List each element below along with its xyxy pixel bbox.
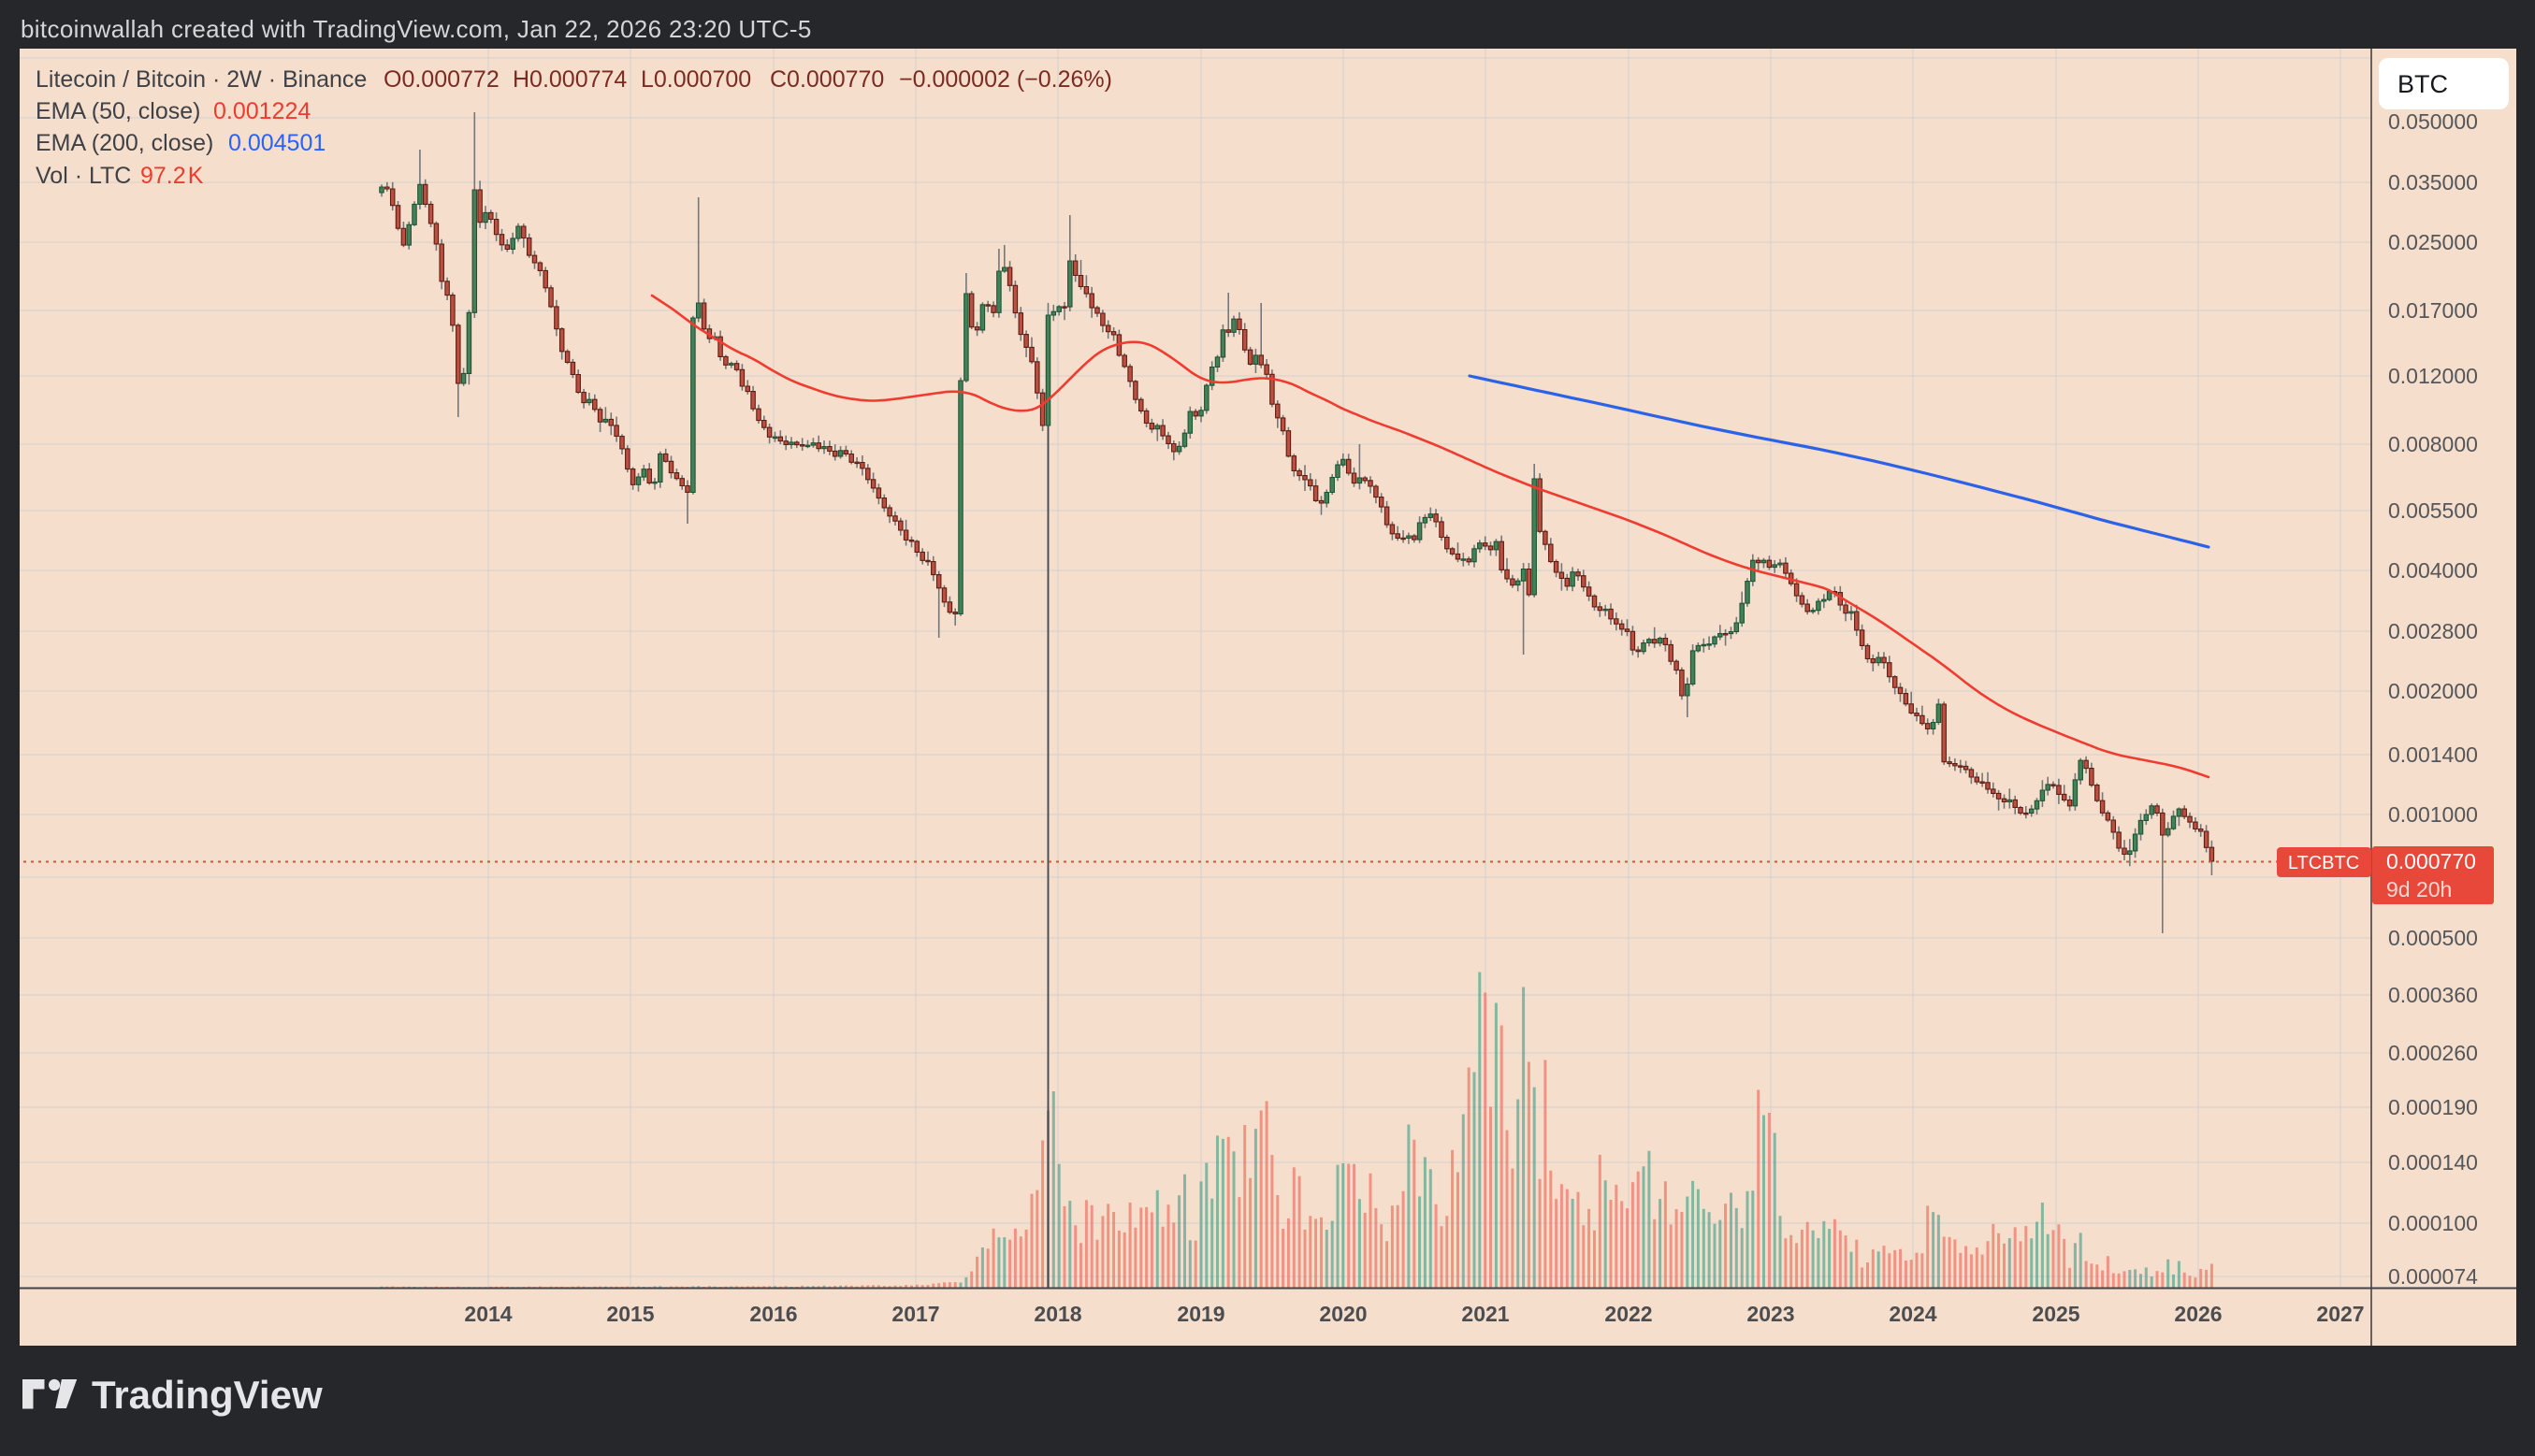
svg-text:BTC: BTC (2397, 70, 2448, 98)
svg-text:2015: 2015 (606, 1302, 654, 1326)
svg-text:0.000074: 0.000074 (2388, 1264, 2478, 1289)
svg-text:0.017000: 0.017000 (2388, 298, 2478, 323)
svg-text:0.004501: 0.004501 (228, 130, 326, 156)
svg-text:0.001000: 0.001000 (2388, 802, 2478, 827)
svg-text:2021: 2021 (1461, 1302, 1509, 1326)
svg-text:EMA (200, close): EMA (200, close) (36, 130, 213, 156)
svg-text:0.050000: 0.050000 (2388, 109, 2478, 134)
svg-text:EMA (50, close): EMA (50, close) (36, 98, 200, 124)
svg-text:2017: 2017 (891, 1302, 939, 1326)
svg-text:0.035000: 0.035000 (2388, 170, 2478, 195)
svg-text:2022: 2022 (1604, 1302, 1652, 1326)
svg-text:2027: 2027 (2316, 1302, 2364, 1326)
svg-text:0.000260: 0.000260 (2388, 1041, 2478, 1065)
svg-text:2014: 2014 (464, 1302, 512, 1326)
svg-text:0.000190: 0.000190 (2388, 1095, 2478, 1119)
svg-text:LTCBTC: LTCBTC (2288, 853, 2359, 873)
svg-text:0.000360: 0.000360 (2388, 983, 2478, 1007)
svg-text:0.001400: 0.001400 (2388, 742, 2478, 767)
svg-text:2019: 2019 (1177, 1302, 1224, 1326)
svg-text:2016: 2016 (749, 1302, 797, 1326)
svg-text:0.000770: 0.000770 (2386, 849, 2476, 873)
svg-text:L0.000700: L0.000700 (641, 66, 751, 93)
svg-text:−0.000002 (−0.26%): −0.000002 (−0.26%) (899, 66, 1112, 93)
svg-text:0.002000: 0.002000 (2388, 679, 2478, 703)
svg-text:Litecoin / Bitcoin · 2W · Bina: Litecoin / Bitcoin · 2W · Binance (36, 66, 367, 93)
svg-text:97.2 K: 97.2 K (140, 163, 204, 189)
svg-text:9d 20h: 9d 20h (2386, 877, 2452, 901)
svg-text:0.000140: 0.000140 (2388, 1150, 2478, 1175)
svg-text:0.002800: 0.002800 (2388, 619, 2478, 643)
svg-text:O0.000772: O0.000772 (384, 66, 500, 93)
svg-text:2018: 2018 (1034, 1302, 1081, 1326)
svg-text:2020: 2020 (1319, 1302, 1367, 1326)
svg-text:2026: 2026 (2174, 1302, 2222, 1326)
svg-text:0.001224: 0.001224 (213, 98, 311, 124)
svg-text:0.025000: 0.025000 (2388, 230, 2478, 254)
svg-text:2025: 2025 (2032, 1302, 2079, 1326)
svg-text:0.000500: 0.000500 (2388, 926, 2478, 950)
svg-text:0.008000: 0.008000 (2388, 432, 2478, 456)
svg-text:C0.000770: C0.000770 (770, 66, 884, 93)
svg-text:0.004000: 0.004000 (2388, 558, 2478, 583)
svg-text:0.000100: 0.000100 (2388, 1211, 2478, 1235)
svg-text:bitcoinwallah created with Tra: bitcoinwallah created with TradingView.c… (21, 15, 812, 43)
svg-text:2023: 2023 (1746, 1302, 1794, 1326)
svg-text:2024: 2024 (1889, 1302, 1936, 1326)
svg-text:TradingView: TradingView (92, 1373, 323, 1417)
svg-text:0.005500: 0.005500 (2388, 498, 2478, 523)
svg-text:H0.000774: H0.000774 (513, 66, 627, 93)
svg-text:Vol · LTC: Vol · LTC (36, 163, 131, 189)
svg-text:0.012000: 0.012000 (2388, 364, 2478, 388)
